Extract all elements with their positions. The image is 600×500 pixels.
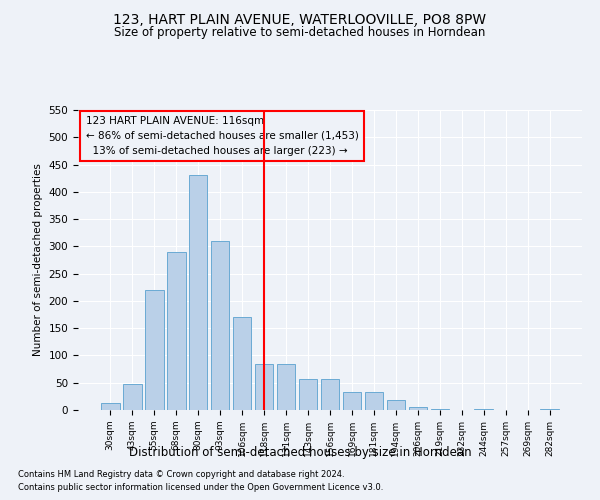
Bar bbox=[189, 176, 208, 410]
Bar bbox=[167, 252, 185, 410]
Bar bbox=[145, 290, 164, 410]
Text: Size of property relative to semi-detached houses in Horndean: Size of property relative to semi-detach… bbox=[115, 26, 485, 39]
Bar bbox=[409, 408, 427, 410]
Bar bbox=[320, 379, 340, 410]
Bar bbox=[101, 404, 119, 410]
Text: Distribution of semi-detached houses by size in Horndean: Distribution of semi-detached houses by … bbox=[128, 446, 472, 459]
Text: 123 HART PLAIN AVENUE: 116sqm
← 86% of semi-detached houses are smaller (1,453)
: 123 HART PLAIN AVENUE: 116sqm ← 86% of s… bbox=[86, 116, 358, 156]
Bar bbox=[343, 392, 361, 410]
Bar bbox=[255, 364, 274, 410]
Text: Contains HM Land Registry data © Crown copyright and database right 2024.: Contains HM Land Registry data © Crown c… bbox=[18, 470, 344, 479]
Bar bbox=[211, 241, 229, 410]
Bar bbox=[233, 318, 251, 410]
Text: 123, HART PLAIN AVENUE, WATERLOOVILLE, PO8 8PW: 123, HART PLAIN AVENUE, WATERLOOVILLE, P… bbox=[113, 12, 487, 26]
Y-axis label: Number of semi-detached properties: Number of semi-detached properties bbox=[33, 164, 43, 356]
Bar bbox=[386, 400, 405, 410]
Bar bbox=[431, 409, 449, 410]
Bar bbox=[365, 392, 383, 410]
Bar bbox=[277, 364, 295, 410]
Bar bbox=[123, 384, 142, 410]
Text: Contains public sector information licensed under the Open Government Licence v3: Contains public sector information licen… bbox=[18, 484, 383, 492]
Bar bbox=[299, 379, 317, 410]
